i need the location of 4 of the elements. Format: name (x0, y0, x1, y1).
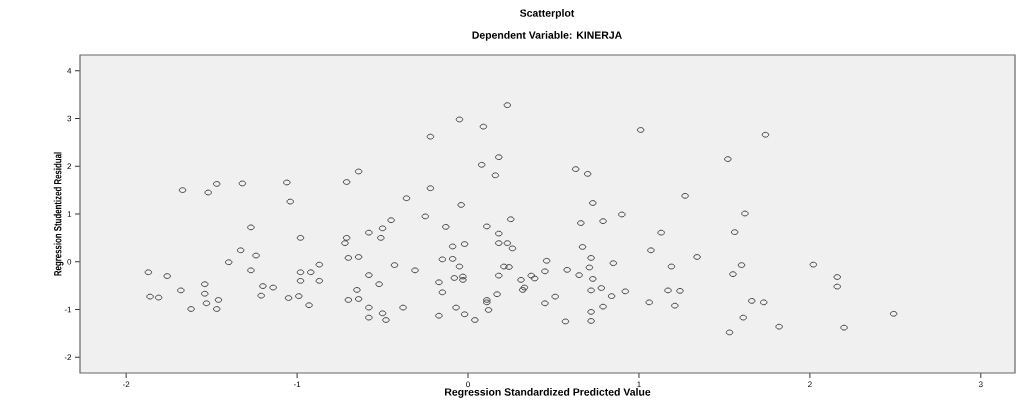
y-axis-title: Regression Studentized Residual (53, 152, 64, 276)
chart-subtitle: Dependent Variable: KINERJA (472, 31, 622, 41)
chart-title: Scatterplot (519, 9, 575, 19)
x-axis-title: Regression Standardized Predicted Value (445, 388, 651, 398)
